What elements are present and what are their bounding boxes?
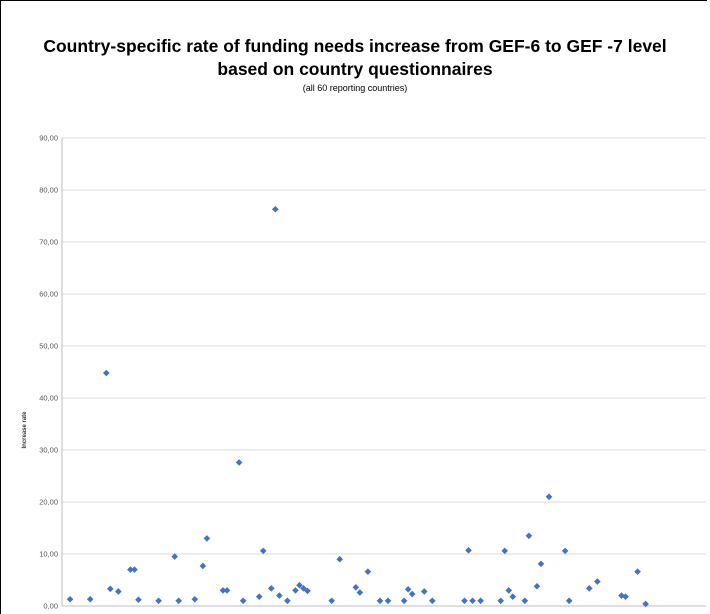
data-point xyxy=(276,592,283,599)
chart-title-line-2: based on country questionnaires xyxy=(217,59,493,79)
data-point xyxy=(175,597,183,605)
data-point xyxy=(268,585,275,592)
data-point xyxy=(533,582,541,590)
y-tick-label: 10,00 xyxy=(39,550,58,559)
y-axis-label: Increase rate xyxy=(22,411,28,449)
y-tick-label: 50,00 xyxy=(39,342,58,351)
data-markers xyxy=(66,205,649,608)
axes xyxy=(61,138,706,607)
data-point xyxy=(255,593,263,600)
data-point xyxy=(585,585,593,592)
chart-title-line-1: Country-specific rate of funding needs i… xyxy=(43,36,667,56)
data-point xyxy=(284,597,291,605)
data-point xyxy=(66,595,74,603)
data-point xyxy=(135,596,142,604)
data-point xyxy=(115,588,122,595)
data-point xyxy=(86,595,94,603)
data-point xyxy=(292,587,299,594)
data-point xyxy=(545,493,553,501)
data-point xyxy=(127,566,134,573)
data-point xyxy=(364,568,372,575)
data-point xyxy=(155,597,162,605)
data-point xyxy=(565,597,573,605)
data-point xyxy=(356,589,364,596)
data-point xyxy=(509,593,517,600)
data-point xyxy=(642,600,649,608)
data-point xyxy=(594,578,601,585)
y-tick-label: 30,00 xyxy=(39,446,58,455)
data-point xyxy=(352,583,360,591)
data-point xyxy=(404,586,412,593)
data-point xyxy=(300,585,307,592)
y-tick-label: 0,00 xyxy=(43,602,58,611)
data-point xyxy=(497,597,505,605)
data-point xyxy=(272,205,279,213)
data-point xyxy=(469,597,476,605)
data-point xyxy=(634,568,641,575)
data-point xyxy=(328,597,335,605)
data-point xyxy=(219,587,227,594)
gridlines xyxy=(62,137,706,555)
data-point xyxy=(259,547,267,555)
tick-labels: 0,00 10,00 20,00 30,00 40,00 50,00 60,00 70,00 8… xyxy=(39,134,58,611)
data-point xyxy=(376,597,384,605)
data-point xyxy=(203,535,211,542)
data-point xyxy=(477,597,484,605)
data-point xyxy=(235,459,243,466)
data-point xyxy=(384,597,392,605)
data-point xyxy=(304,587,311,595)
y-tick-label: 70,00 xyxy=(39,238,58,247)
data-point xyxy=(525,532,533,540)
data-point xyxy=(223,587,231,594)
data-point xyxy=(429,597,436,605)
data-point xyxy=(622,593,629,600)
data-point xyxy=(501,547,509,555)
y-tick-label: 60,00 xyxy=(39,290,58,299)
data-point xyxy=(239,597,247,605)
data-point xyxy=(171,553,178,560)
data-point xyxy=(191,595,199,603)
chart-subtitle: (all 60 reporting countries) xyxy=(302,83,408,93)
data-point xyxy=(400,597,408,605)
data-point xyxy=(521,597,529,605)
y-tick-label: 80,00 xyxy=(39,186,58,195)
data-point xyxy=(336,555,344,563)
y-tick-label: 20,00 xyxy=(39,498,58,507)
data-point xyxy=(537,560,545,568)
data-point xyxy=(420,588,428,595)
data-point xyxy=(107,585,114,593)
data-point xyxy=(408,590,416,598)
data-point xyxy=(561,547,569,555)
y-tick-label: 90,00 xyxy=(39,134,58,143)
data-point xyxy=(131,566,138,573)
data-point xyxy=(199,562,207,570)
data-point xyxy=(461,597,468,605)
y-tick-label: 40,00 xyxy=(39,394,58,403)
data-point xyxy=(296,581,303,589)
data-point xyxy=(505,587,513,594)
data-point xyxy=(102,369,110,377)
data-point xyxy=(465,547,472,554)
